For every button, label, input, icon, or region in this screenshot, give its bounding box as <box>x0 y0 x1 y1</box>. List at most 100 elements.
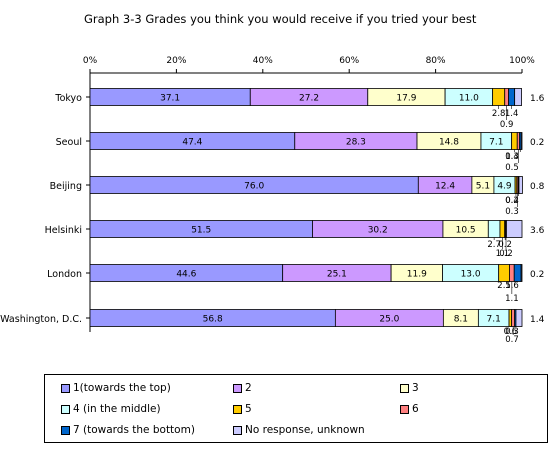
x-tick-label: 40% <box>253 56 273 66</box>
legend-label: No response, unknown <box>245 424 365 436</box>
legend-item: 7 (towards the bottom) <box>61 424 195 436</box>
data-label: 44.6 <box>176 270 196 280</box>
bar-segment <box>487 220 501 238</box>
data-label: 2.7 <box>487 240 501 250</box>
bar-segment <box>509 264 515 282</box>
bar-segment <box>520 264 523 282</box>
bar-segment <box>508 88 516 106</box>
data-label: 25.1 <box>327 270 347 280</box>
data-label: 10.5 <box>456 226 476 236</box>
data-label: 11.9 <box>407 270 427 280</box>
data-label: 11.0 <box>459 94 479 104</box>
data-label: 5.1 <box>476 182 490 192</box>
data-label: 0.7 <box>505 335 519 345</box>
x-tick-label: 0% <box>83 56 98 66</box>
category-label: Washington, D.C. <box>0 314 82 325</box>
data-label: 0.3 <box>505 207 519 217</box>
bar-segment <box>511 309 516 327</box>
data-label: 0.3 <box>505 327 519 337</box>
data-label: 47.4 <box>182 138 202 148</box>
legend-swatch <box>400 404 409 414</box>
bar-segment <box>504 88 510 106</box>
bar-segment <box>515 309 523 327</box>
data-label: 7.1 <box>489 138 503 148</box>
data-label: 56.8 <box>203 315 223 325</box>
data-label: 76.0 <box>244 182 264 192</box>
data-label: 3.6 <box>530 226 545 236</box>
x-tick-label: 20% <box>166 56 186 66</box>
data-label: 1.3 <box>505 152 519 162</box>
legend-swatch <box>233 404 242 414</box>
data-label: 1.1 <box>505 294 519 304</box>
data-label: 1.1 <box>496 249 510 259</box>
data-label: 0.9 <box>500 120 514 130</box>
legend-label: 7 (towards the bottom) <box>73 424 195 436</box>
data-label: 1.4 <box>530 315 545 325</box>
data-label: 0.4 <box>505 196 519 206</box>
stacked-bar-chart: 0% 20% 40% 60% 80% 100% Tokyo 37.1 27.2 17.9 11.0 1… <box>0 56 545 345</box>
x-tick-label: 100% <box>509 56 535 66</box>
legend-swatch <box>233 425 242 435</box>
data-label: 0.6 <box>504 327 518 337</box>
data-label: 2.8 <box>492 109 506 119</box>
legend-item: 3 <box>400 382 419 394</box>
data-label: 0.5 <box>505 163 519 173</box>
data-label: 4.9 <box>497 182 512 192</box>
data-label: 1.6 <box>505 281 519 291</box>
bar-segment <box>499 220 506 238</box>
data-label: 2.5 <box>497 281 511 291</box>
data-label: 0.4 <box>505 152 519 162</box>
bar-segment <box>520 132 523 150</box>
data-label: 1.4 <box>505 109 519 119</box>
data-label: 0.2 <box>530 138 544 148</box>
legend-label: 2 <box>245 382 252 394</box>
bar-segment <box>514 88 522 106</box>
data-label: 27.2 <box>299 94 319 104</box>
data-label: 1.6 <box>530 94 545 104</box>
category-label: Beijing <box>50 181 82 192</box>
category-label: Seoul <box>56 137 82 148</box>
category-label: London <box>47 269 82 280</box>
data-label: 17.9 <box>396 94 416 104</box>
chart-title: Graph 3-3 Grades you think you would rec… <box>84 12 477 26</box>
legend-item: 1(towards the top) <box>61 382 171 394</box>
legend-label: 1(towards the top) <box>73 382 171 394</box>
data-label: 0.2 <box>499 249 513 259</box>
category-label: Helsinki <box>45 225 82 236</box>
legend-item: No response, unknown <box>233 424 365 436</box>
bar-segment <box>492 88 506 106</box>
legend-swatch <box>61 383 70 393</box>
legend-swatch <box>400 383 409 393</box>
data-label: 25.0 <box>379 315 399 325</box>
data-label: 0.2 <box>505 196 519 206</box>
legend-label: 5 <box>245 403 252 415</box>
legend-item: 4 (in the middle) <box>61 403 161 415</box>
legend-item: 5 <box>233 403 252 415</box>
data-label: 0.2 <box>530 270 544 280</box>
category-label: Tokyo <box>54 93 82 104</box>
data-label: 8.1 <box>454 315 468 325</box>
legend-swatch <box>233 383 242 393</box>
x-tick-label: 80% <box>426 56 446 66</box>
data-label: 13.0 <box>461 270 481 280</box>
data-label: 12.4 <box>435 182 455 192</box>
bar-segment <box>511 132 518 150</box>
chart-legend: 1(towards the top) 2 3 4 (in the middle) 5 6 7… <box>44 374 548 443</box>
data-label: 7.1 <box>487 315 501 325</box>
bar-segment <box>518 176 523 194</box>
legend-label: 4 (in the middle) <box>73 403 161 415</box>
bar-segment <box>498 264 510 282</box>
legend-item: 2 <box>233 382 252 394</box>
data-label: 0.2 <box>498 240 512 250</box>
legend-swatch <box>61 425 70 435</box>
bar-segment <box>513 264 522 282</box>
data-label: 0.8 <box>530 182 545 192</box>
bar-segment <box>506 220 523 238</box>
data-label: 30.2 <box>368 226 388 236</box>
legend-swatch <box>61 404 70 414</box>
data-label: 28.3 <box>346 138 366 148</box>
legend-label: 6 <box>412 403 419 415</box>
x-tick-label: 60% <box>339 56 359 66</box>
data-label: 14.8 <box>439 138 459 148</box>
data-label: 51.5 <box>191 226 211 236</box>
